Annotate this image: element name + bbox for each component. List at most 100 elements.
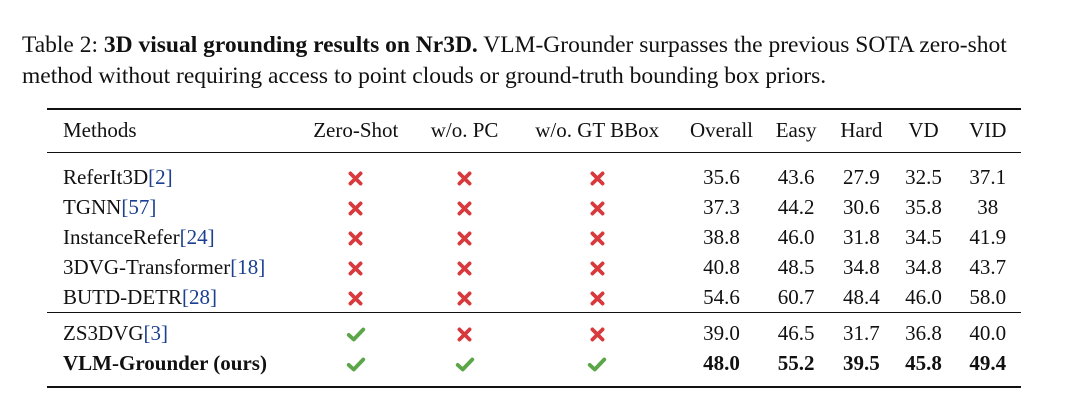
- wo-gt-bbox-cell: [513, 252, 681, 282]
- cross-icon: [347, 290, 364, 307]
- wo-gt-bbox-cell: [513, 348, 681, 378]
- column-header-wo-gt-bbox: w/o. GT BBox: [535, 117, 660, 142]
- wo-gt-bbox-cell: [513, 192, 681, 222]
- zero-shot-cell: [296, 318, 416, 348]
- cross-icon: [456, 230, 473, 247]
- header-rule: [47, 152, 1021, 153]
- vd-value: 35.8: [905, 194, 942, 219]
- cross-icon: [589, 260, 606, 277]
- wo-pc-cell: [416, 348, 513, 378]
- column-header-methods: Methods: [63, 117, 137, 142]
- citation-link[interactable]: [24]: [179, 224, 215, 249]
- cross-icon: [456, 260, 473, 277]
- cross-icon: [589, 230, 606, 247]
- overall-value: 39.0: [703, 320, 740, 345]
- wo-pc-cell: [416, 252, 513, 282]
- easy-value: 48.5: [777, 254, 815, 279]
- easy-value: 60.7: [777, 284, 815, 309]
- zero-shot-cell: [296, 162, 416, 192]
- wo-pc-cell: [416, 192, 513, 222]
- overall-value: 37.3: [703, 194, 740, 219]
- overall-value: 35.6: [703, 164, 740, 189]
- method-cell: ReferIt3D[2]: [47, 162, 296, 192]
- hard-value: 31.7: [843, 320, 880, 345]
- overall-value: 54.6: [703, 284, 740, 309]
- checkmark-icon: [587, 356, 607, 373]
- method-cell: 3DVG-Transformer[18]: [47, 252, 296, 282]
- column-header-overall: Overall: [690, 117, 753, 142]
- vd-value: 36.8: [905, 320, 942, 345]
- table-row: VLM-Grounder (ours) 48.0 55.2 39.5 45.8 49.4: [47, 348, 1021, 378]
- method-cell: InstanceRefer[24]: [47, 222, 296, 252]
- table-row: TGNN[57] 37.3 44.2 30.6 35.8 38: [47, 192, 1021, 222]
- method-cell: VLM-Grounder (ours): [47, 348, 296, 378]
- zero-shot-cell: [296, 252, 416, 282]
- header-row: Methods Zero-Shot w/o. PC w/o. GT BBox O…: [47, 108, 1021, 152]
- method-name: ZS3DVG: [63, 320, 144, 345]
- cross-icon: [456, 290, 473, 307]
- wo-pc-cell: [416, 318, 513, 348]
- method-cell: BUTD-DETR[28]: [47, 282, 296, 312]
- hard-value: 34.8: [843, 254, 880, 279]
- method-cell: ZS3DVG[3]: [47, 318, 296, 348]
- vid-value: 40.0: [969, 320, 1007, 345]
- caption-body: VLM-Grounder surpasses the previous SOTA…: [22, 32, 1007, 89]
- cross-icon: [347, 170, 364, 187]
- vd-value: 32.5: [905, 164, 942, 189]
- easy-value: 43.6: [777, 164, 815, 189]
- cross-icon: [589, 170, 606, 187]
- overall-value: 38.8: [703, 224, 740, 249]
- results-table: Methods Zero-Shot w/o. PC w/o. GT BBox O…: [47, 108, 1021, 378]
- hard-value: 31.8: [843, 224, 880, 249]
- method-cell: TGNN[57]: [47, 192, 296, 222]
- group-separator-rule: [47, 312, 1021, 313]
- wo-gt-bbox-cell: [513, 222, 681, 252]
- citation-link[interactable]: [3]: [143, 320, 169, 345]
- cross-icon: [456, 326, 473, 343]
- hard-value: 48.4: [843, 284, 880, 309]
- table-row: BUTD-DETR[28] 54.6 60.7 48.4 46.0 58.0: [47, 282, 1021, 312]
- column-header-vid: VID: [969, 117, 1007, 142]
- wo-pc-cell: [416, 282, 513, 312]
- table-row: ReferIt3D[2] 35.6 43.6 27.9 32.5 37.1: [47, 162, 1021, 192]
- cross-icon: [347, 260, 364, 277]
- table-top-rule: [47, 108, 1021, 110]
- vid-value: 43.7: [969, 254, 1007, 279]
- vid-value: 49.4: [969, 350, 1007, 375]
- citation-link[interactable]: [28]: [182, 284, 217, 309]
- easy-value: 44.2: [777, 194, 815, 219]
- citation-link[interactable]: [18]: [230, 254, 266, 279]
- caption-label: Table 2:: [22, 32, 99, 58]
- column-header-vd: VD: [908, 117, 939, 142]
- column-header-easy: Easy: [775, 117, 817, 142]
- vd-value: 34.8: [905, 254, 942, 279]
- column-header-hard: Hard: [840, 117, 883, 142]
- checkmark-icon: [346, 356, 366, 373]
- wo-pc-cell: [416, 222, 513, 252]
- vid-value: 38: [977, 194, 999, 219]
- hard-value: 39.5: [843, 350, 880, 375]
- cross-icon: [456, 170, 473, 187]
- zero-shot-cell: [296, 192, 416, 222]
- cross-icon: [347, 200, 364, 217]
- hard-value: 27.9: [843, 164, 880, 189]
- method-name: ReferIt3D: [63, 164, 149, 189]
- column-header-zero-shot: Zero-Shot: [313, 117, 399, 142]
- caption-title: 3D visual grounding results on Nr3D.: [103, 32, 478, 58]
- vid-value: 37.1: [969, 164, 1007, 189]
- checkmark-icon: [346, 326, 366, 343]
- citation-link[interactable]: [2]: [148, 164, 173, 189]
- method-name: 3DVG-Transformer: [63, 254, 231, 279]
- wo-gt-bbox-cell: [513, 318, 681, 348]
- overall-value: 48.0: [703, 350, 740, 375]
- cross-icon: [589, 200, 606, 217]
- citation-link[interactable]: [57]: [121, 194, 157, 219]
- cross-icon: [456, 200, 473, 217]
- vd-value: 34.5: [905, 224, 942, 249]
- table-bottom-rule: [47, 386, 1021, 388]
- method-name: BUTD-DETR: [63, 284, 182, 309]
- table-caption: Table 2: 3D visual grounding results on …: [22, 30, 1062, 92]
- zero-shot-cell: [296, 348, 416, 378]
- wo-gt-bbox-cell: [513, 282, 681, 312]
- vid-value: 58.0: [969, 284, 1007, 309]
